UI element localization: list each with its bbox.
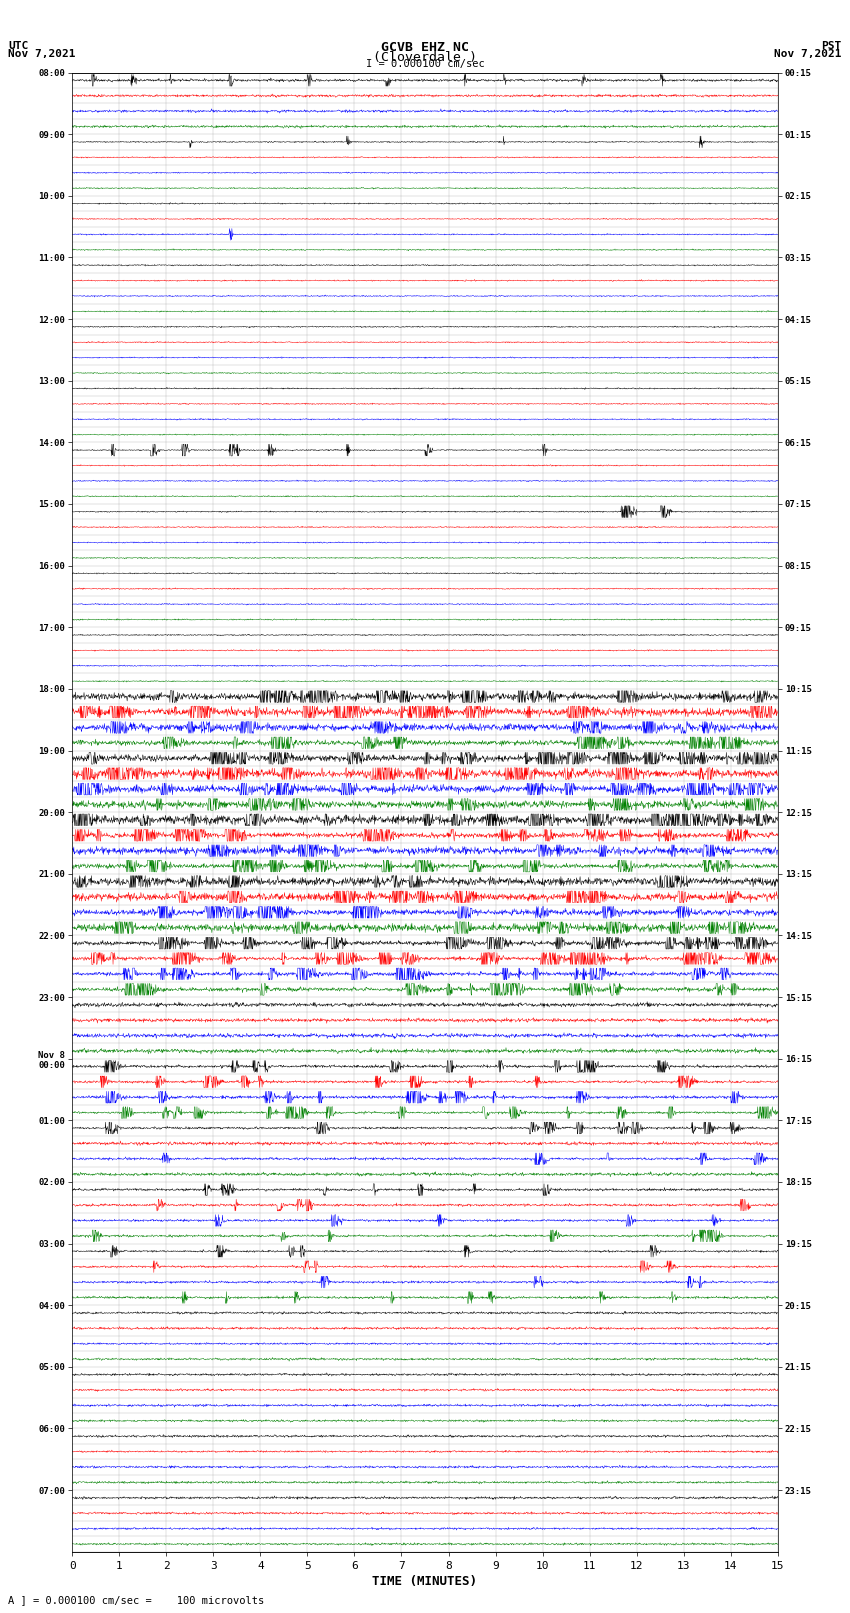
- Text: I = 0.000100 cm/sec: I = 0.000100 cm/sec: [366, 58, 484, 69]
- Text: A ] = 0.000100 cm/sec =    100 microvolts: A ] = 0.000100 cm/sec = 100 microvolts: [8, 1595, 264, 1605]
- Text: (Cloverdale ): (Cloverdale ): [373, 50, 477, 65]
- Text: UTC: UTC: [8, 40, 29, 52]
- Text: Nov 7,2021: Nov 7,2021: [8, 50, 76, 60]
- Text: Nov 7,2021: Nov 7,2021: [774, 50, 842, 60]
- X-axis label: TIME (MINUTES): TIME (MINUTES): [372, 1574, 478, 1587]
- Text: PST: PST: [821, 40, 842, 52]
- Text: GCVB EHZ NC: GCVB EHZ NC: [381, 40, 469, 55]
